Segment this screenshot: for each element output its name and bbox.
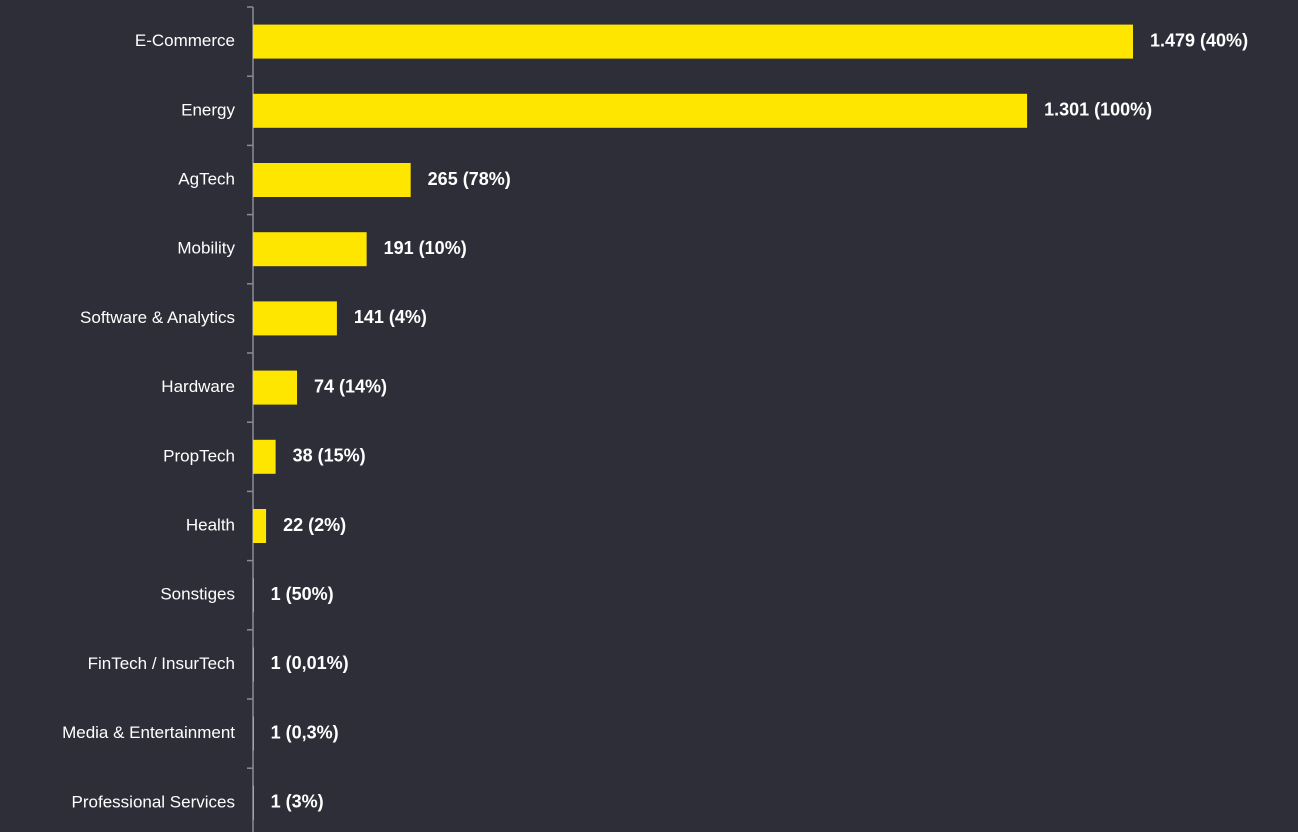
bar <box>253 578 254 613</box>
bar <box>253 509 267 543</box>
value-label: 1 (3%) <box>271 792 324 812</box>
bar <box>253 439 276 474</box>
category-label: Media & Entertainment <box>62 723 235 742</box>
category-label: Health <box>186 515 235 534</box>
category-label: Professional Services <box>72 792 235 811</box>
category-label: Energy <box>181 100 235 119</box>
bar <box>253 785 254 820</box>
category-label: E-Commerce <box>135 31 235 50</box>
value-label: 1 (0,3%) <box>271 722 339 742</box>
bar <box>253 163 411 197</box>
bar <box>253 370 298 405</box>
value-label: 74 (14%) <box>314 376 387 396</box>
bar <box>253 647 254 682</box>
category-label: AgTech <box>178 169 235 188</box>
category-label: Sonstiges <box>160 585 235 604</box>
value-label: 22 (2%) <box>283 515 346 535</box>
value-label: 1 (0,01%) <box>271 653 349 673</box>
bar <box>253 301 337 336</box>
category-label: PropTech <box>163 446 235 465</box>
value-label: 141 (4%) <box>354 307 427 327</box>
bar <box>253 232 367 267</box>
value-label: 265 (78%) <box>428 169 511 189</box>
value-label: 1 (50%) <box>271 584 334 604</box>
category-label: FinTech / InsurTech <box>88 654 235 673</box>
category-label: Hardware <box>161 377 235 396</box>
bar <box>253 93 1028 128</box>
category-label: Mobility <box>177 239 235 258</box>
value-label: 38 (15%) <box>293 446 366 466</box>
value-label: 1.479 (40%) <box>1150 30 1248 50</box>
bar <box>253 24 1133 59</box>
value-label: 1.301 (100%) <box>1044 100 1152 120</box>
category-label: Software & Analytics <box>80 308 235 327</box>
bar <box>253 716 254 751</box>
value-label: 191 (10%) <box>384 238 467 258</box>
